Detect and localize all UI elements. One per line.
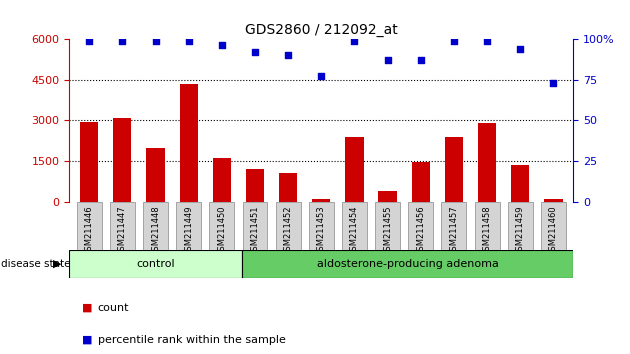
FancyBboxPatch shape — [143, 202, 168, 250]
Bar — [411, 162, 430, 202]
Text: control: control — [136, 259, 175, 269]
Text: GSM211449: GSM211449 — [184, 206, 193, 256]
Text: ■: ■ — [82, 303, 93, 313]
FancyBboxPatch shape — [508, 202, 533, 250]
Text: GSM211451: GSM211451 — [251, 206, 260, 256]
Text: GSM211458: GSM211458 — [483, 206, 491, 256]
FancyBboxPatch shape — [375, 202, 400, 250]
Bar — [213, 158, 231, 202]
FancyBboxPatch shape — [176, 202, 201, 250]
Bar — [544, 199, 563, 202]
Point — [316, 74, 326, 79]
Bar — [279, 173, 297, 202]
Point — [151, 38, 161, 44]
Bar — [478, 123, 496, 202]
Text: GSM211453: GSM211453 — [317, 206, 326, 256]
Point — [350, 38, 360, 44]
Point — [482, 38, 492, 44]
Point — [416, 57, 426, 63]
Text: GSM211456: GSM211456 — [416, 206, 425, 256]
Point — [183, 38, 193, 44]
Point — [382, 57, 392, 63]
Text: GSM211450: GSM211450 — [217, 206, 226, 256]
Text: GSM211455: GSM211455 — [383, 206, 392, 256]
Point — [283, 52, 293, 58]
Text: GSM211460: GSM211460 — [549, 206, 558, 256]
Text: ■: ■ — [82, 335, 93, 345]
Text: GSM211447: GSM211447 — [118, 206, 127, 256]
Point — [548, 80, 558, 86]
Text: GSM211457: GSM211457 — [449, 206, 459, 256]
Bar — [379, 191, 397, 202]
Bar — [345, 137, 364, 202]
FancyBboxPatch shape — [242, 250, 573, 278]
Title: GDS2860 / 212092_at: GDS2860 / 212092_at — [245, 23, 398, 36]
Bar — [113, 118, 132, 202]
Point — [515, 46, 525, 52]
Bar — [511, 165, 529, 202]
Text: GSM211446: GSM211446 — [84, 206, 94, 256]
Text: ▶: ▶ — [54, 259, 62, 269]
Point — [84, 38, 94, 44]
Bar — [146, 148, 164, 202]
FancyBboxPatch shape — [474, 202, 500, 250]
Point — [117, 38, 127, 44]
FancyBboxPatch shape — [541, 202, 566, 250]
Point — [250, 49, 260, 55]
Bar — [80, 122, 98, 202]
FancyBboxPatch shape — [110, 202, 135, 250]
FancyBboxPatch shape — [442, 202, 466, 250]
Bar — [246, 169, 264, 202]
Bar — [312, 199, 330, 202]
FancyBboxPatch shape — [342, 202, 367, 250]
Text: GSM211454: GSM211454 — [350, 206, 359, 256]
FancyBboxPatch shape — [77, 202, 101, 250]
Text: aldosterone-producing adenoma: aldosterone-producing adenoma — [316, 259, 498, 269]
FancyBboxPatch shape — [243, 202, 267, 250]
Point — [449, 38, 459, 44]
Text: GSM211459: GSM211459 — [516, 206, 525, 256]
Bar — [180, 84, 198, 202]
Text: count: count — [98, 303, 129, 313]
FancyBboxPatch shape — [276, 202, 301, 250]
FancyBboxPatch shape — [309, 202, 334, 250]
Text: disease state: disease state — [1, 259, 70, 269]
Bar — [445, 137, 463, 202]
FancyBboxPatch shape — [408, 202, 433, 250]
FancyBboxPatch shape — [69, 250, 242, 278]
Text: GSM211448: GSM211448 — [151, 206, 160, 256]
Text: GSM211452: GSM211452 — [284, 206, 293, 256]
Text: percentile rank within the sample: percentile rank within the sample — [98, 335, 285, 345]
FancyBboxPatch shape — [209, 202, 234, 250]
Point — [217, 42, 227, 48]
